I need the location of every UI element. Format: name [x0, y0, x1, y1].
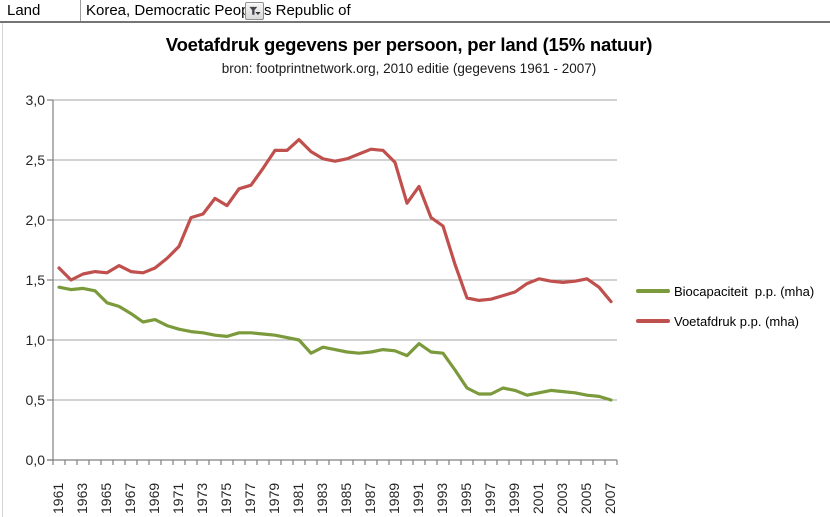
legend-label-biocapaciteit: Biocapaciteit p.p. (mha)	[674, 283, 815, 299]
x-axis-label: 1997	[482, 482, 498, 514]
x-axis-label: 1999	[506, 482, 522, 514]
x-axis-label: 1993	[434, 482, 450, 514]
legend-swatch-biocapaciteit	[636, 289, 670, 293]
x-axis-label: 1989	[386, 482, 402, 514]
x-axis-label: 1995	[458, 482, 474, 514]
legend: Biocapaciteit p.p. (mha) Voetafdruk p.p.…	[636, 276, 814, 336]
x-axis-label: 2003	[554, 482, 570, 514]
column-gridline	[2, 0, 3, 517]
y-axis-label: 2,0	[25, 212, 45, 228]
y-axis-label: 3,0	[25, 92, 45, 108]
autofilter-dropdown-button[interactable]	[245, 2, 264, 20]
filter-funnel-icon	[249, 6, 261, 15]
x-axis-label: 1979	[266, 482, 282, 514]
legend-item-biocapaciteit: Biocapaciteit p.p. (mha)	[636, 276, 814, 306]
cell-country-value[interactable]: Korea, Democratic People's Republic of	[86, 2, 351, 19]
x-axis-label: 2007	[602, 482, 618, 514]
x-axis-label: 1991	[410, 482, 426, 514]
series-line-biocapaciteit	[57, 285, 613, 402]
x-axis-label: 1975	[218, 482, 234, 514]
x-axis-label: 1981	[290, 482, 306, 514]
chart-title: Voetafdruk gegevens per persoon, per lan…	[165, 34, 653, 55]
y-axis-label: 1,5	[25, 272, 45, 288]
cell-land-label[interactable]: Land	[3, 0, 81, 21]
x-axis-label: 1965	[98, 482, 114, 514]
x-axis-label: 2001	[530, 482, 546, 514]
x-axis-label: 1969	[146, 482, 162, 514]
x-axis-label: 1971	[170, 482, 186, 514]
legend-item-voetafdruk: Voetafdruk p.p. (mha)	[636, 306, 814, 336]
x-axis-label: 1961	[50, 482, 66, 514]
x-axis-label: 1987	[362, 482, 378, 514]
legend-label-voetafdruk: Voetafdruk p.p. (mha)	[674, 313, 800, 329]
legend-swatch-voetafdruk	[636, 319, 670, 323]
y-axis-label: 0,5	[25, 392, 45, 408]
y-axis-label: 1,0	[25, 332, 45, 348]
x-axis-label: 1973	[194, 482, 210, 514]
x-axis-label: 1967	[122, 482, 138, 514]
x-axis-label: 1963	[74, 482, 90, 514]
x-axis-label: 2005	[578, 482, 594, 514]
x-axis-label: 1983	[314, 482, 330, 514]
x-axis-label: 1985	[338, 482, 354, 514]
series-line-voetafdruk	[57, 138, 613, 304]
header-row: Land Korea, Democratic People's Republic…	[0, 0, 830, 23]
x-axis-label: 1977	[242, 482, 258, 514]
y-axis-label: 0,0	[25, 452, 45, 468]
chart-subtitle: bron: footprintnetwork.org, 2010 editie …	[221, 61, 597, 76]
y-axis-label: 2,5	[25, 152, 45, 168]
